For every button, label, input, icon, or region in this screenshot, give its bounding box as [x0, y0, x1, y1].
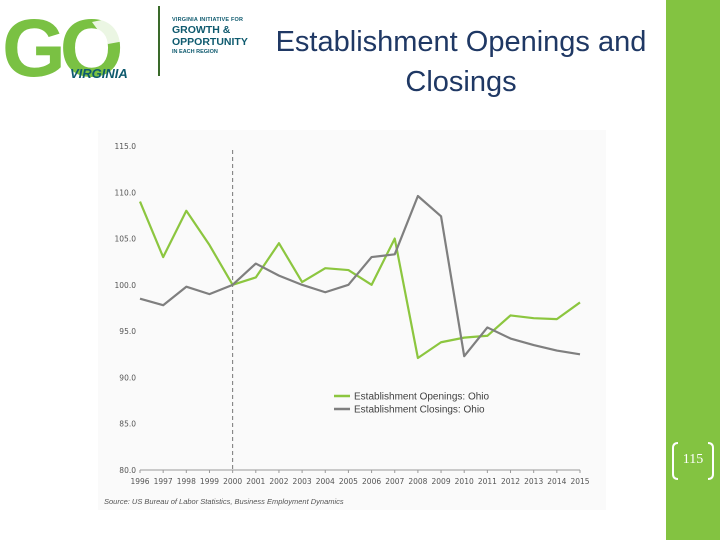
x-tick-label: 2008 — [408, 477, 427, 486]
page-number: 115 — [682, 452, 704, 467]
y-tick-label: 95.0 — [119, 327, 136, 336]
logo-tag-line3: OPPORTUNITY — [172, 36, 248, 48]
x-tick-label: 2015 — [570, 477, 589, 486]
line-chart: 80.0 85.0 90.0 95.0 100.0 105.0 110.0 115.0 199… — [104, 142, 590, 506]
series-layer — [138, 194, 581, 360]
x-tick-label: 2010 — [455, 477, 474, 486]
y-tick-label: 80.0 — [119, 466, 136, 475]
x-axis: 1996 1997 1998 1999 2000 2001 2002 2003 2004 2005… — [130, 469, 590, 486]
accent-sidebar — [666, 0, 720, 540]
logo-tag-line2: GROWTH & — [172, 24, 231, 36]
y-tick-label: 85.0 — [119, 420, 136, 429]
series-line-openings — [138, 201, 581, 360]
slide-title: Establishment Openings and Closings — [275, 26, 647, 98]
x-tick-label: 1996 — [130, 477, 149, 486]
virginia-shape-icon — [92, 12, 140, 44]
source-note: Source: US Bureau of Labor Statistics, B… — [104, 497, 344, 506]
series-line-closings — [139, 194, 581, 358]
right-bracket-icon — [707, 442, 714, 480]
logo-tagline: VIRGINIA INITIATIVE FOR GROWTH & OPPORTU… — [172, 17, 262, 55]
logo-main-text: GO — [2, 3, 121, 86]
x-tick-label: 2012 — [501, 477, 520, 486]
left-bracket-icon — [672, 442, 679, 480]
logo-tag-line4: IN EACH REGION — [172, 49, 218, 55]
y-tick-label: 100.0 — [115, 281, 137, 290]
go-virginia-logo: GO VIRGINIA — [2, 3, 140, 86]
logo-divider — [158, 6, 160, 76]
x-tick-label: 2007 — [385, 477, 404, 486]
legend: Establishment Openings: Ohio Establishmen… — [334, 392, 490, 416]
y-tick-label: 90.0 — [119, 373, 136, 382]
x-tick-label: 2002 — [269, 477, 288, 486]
y-tick-label: 115.0 — [115, 142, 137, 151]
x-tick-label: 2005 — [339, 477, 358, 486]
x-tick-label: 2013 — [524, 477, 543, 486]
legend-label: Establishment Closings: Ohio — [354, 405, 485, 416]
x-tick-label: 1999 — [200, 477, 219, 486]
legend-label: Establishment Openings: Ohio — [354, 392, 490, 403]
logo-sub-text: VIRGINIA — [70, 66, 128, 81]
y-axis: 80.0 85.0 90.0 95.0 100.0 105.0 110.0 115.0 — [115, 142, 137, 475]
x-tick-label: 1998 — [177, 477, 196, 486]
x-tick-label: 2006 — [362, 477, 381, 486]
x-tick-label: 2014 — [547, 477, 566, 486]
logo-tag-line1: VIRGINIA INITIATIVE FOR — [172, 17, 244, 23]
x-tick-label: 2004 — [316, 477, 335, 486]
x-tick-label: 1997 — [154, 477, 173, 486]
x-tick-label: 2003 — [293, 477, 312, 486]
y-tick-label: 110.0 — [115, 188, 137, 197]
y-tick-label: 105.0 — [115, 235, 137, 244]
chart-panel: 80.0 85.0 90.0 95.0 100.0 105.0 110.0 115.0 199… — [98, 130, 606, 510]
x-tick-label: 2009 — [432, 477, 451, 486]
page-number-badge: 115 — [672, 441, 714, 481]
x-tick-label: 2001 — [246, 477, 265, 486]
x-tick-label: 2000 — [223, 477, 242, 486]
x-tick-label: 2011 — [478, 477, 497, 486]
